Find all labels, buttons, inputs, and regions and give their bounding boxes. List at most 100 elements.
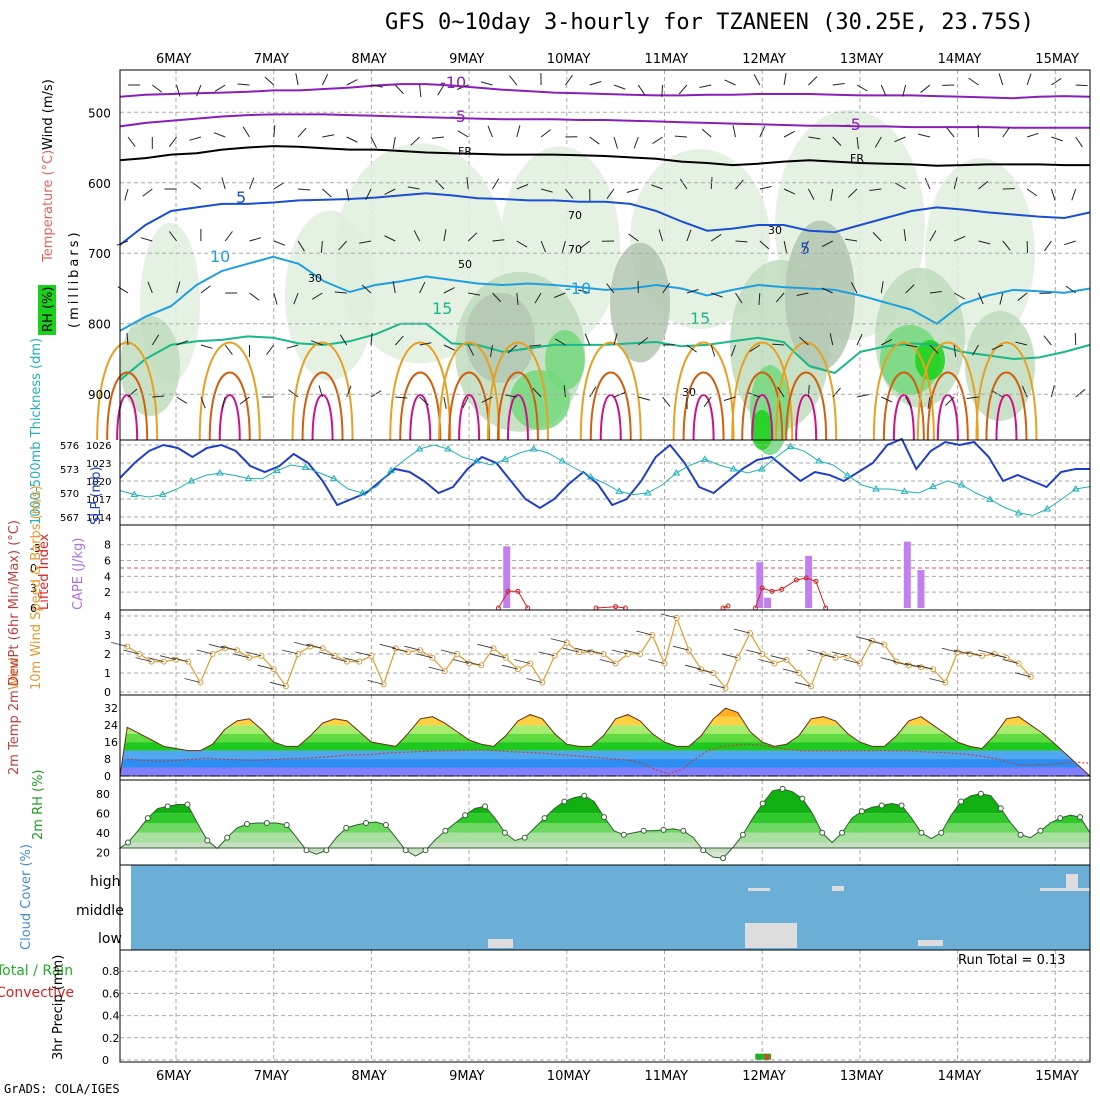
wind-barb	[540, 129, 551, 138]
rh-marker	[878, 802, 885, 809]
slp-tick-label: 1026	[86, 441, 111, 452]
precip-conv-bar	[765, 1053, 770, 1060]
cloud-block	[488, 939, 513, 948]
cloud-level-label: high	[90, 874, 121, 890]
rh-shade-patch	[965, 311, 1035, 421]
wind-barb	[783, 188, 796, 195]
wind-barb	[127, 136, 136, 147]
wind-barb	[540, 240, 547, 253]
wind-barb	[322, 188, 332, 198]
warm-contour	[301, 371, 344, 441]
isotherm-label: 15	[432, 299, 452, 318]
warm-contour	[579, 341, 642, 441]
wind-barb	[589, 386, 597, 398]
thickness-marker	[187, 477, 196, 484]
thickness-marker	[158, 490, 167, 498]
date-label-top: 15MAY	[1035, 52, 1079, 67]
wind-barb	[927, 396, 931, 409]
wind-barb	[945, 396, 955, 406]
wind-barb	[710, 344, 716, 357]
wind-barb	[392, 281, 396, 294]
wind-barb	[902, 84, 907, 97]
wind-barb	[492, 178, 500, 190]
wind-barb	[638, 396, 651, 401]
wind-barb	[783, 130, 795, 138]
rh-tick-label: 80	[96, 788, 110, 801]
thickness-marker	[615, 487, 624, 494]
wind-barb	[724, 79, 736, 86]
date-label-bottom: 13MAY	[840, 1069, 884, 1084]
wind-barb	[584, 333, 591, 346]
rh-marker	[363, 820, 370, 826]
wind-barb	[874, 136, 882, 148]
wind-barb	[529, 344, 542, 347]
wind-barb	[249, 237, 262, 242]
wind-barb	[633, 136, 639, 149]
warm-contour	[731, 341, 794, 441]
temp-band	[120, 708, 1090, 709]
wind-barb	[273, 292, 278, 305]
wind-barb	[395, 396, 408, 399]
wind-barb	[783, 73, 787, 86]
wind-barb	[613, 84, 626, 90]
cape-bar	[903, 541, 911, 608]
isotherm-label: FR	[458, 145, 472, 158]
surface-wind-barb	[697, 668, 714, 674]
warm-contour	[975, 341, 1038, 441]
wind-barb	[339, 334, 348, 346]
temp-tick-label: 24	[104, 719, 118, 732]
cloud-block	[1066, 874, 1078, 888]
cape-side-label: CAPE (J/kg)	[71, 538, 86, 610]
surface-wind-barb	[123, 649, 140, 655]
surface-wind-barb	[917, 664, 934, 670]
rh-marker	[164, 803, 171, 810]
wind-barb	[1051, 136, 1063, 142]
wind-barb	[832, 83, 845, 86]
wind-barb	[532, 387, 542, 398]
warm-contour	[599, 394, 622, 441]
thickness-marker	[672, 469, 681, 476]
wind-barb	[991, 344, 1003, 351]
surface-wind-barb	[953, 649, 970, 655]
isotherm-label: FR	[850, 152, 864, 165]
date-label-top: 13MAY	[840, 52, 884, 67]
wind-barb	[577, 289, 590, 294]
wind-barb	[662, 282, 671, 294]
wind-barb	[783, 240, 788, 253]
date-label-top: 11MAY	[645, 52, 689, 67]
cape-bar	[917, 570, 925, 608]
wind-barb	[758, 292, 761, 306]
wind-barb	[410, 136, 420, 146]
wind-barb	[775, 292, 785, 303]
precip-side-label: 3hr Precip (mm)	[51, 955, 66, 1060]
date-label-top: 9MAY	[449, 52, 484, 67]
surface-wind-barb	[856, 636, 873, 642]
wind-barb	[626, 188, 639, 193]
wind-barb	[196, 84, 202, 97]
wind-barb	[147, 281, 153, 294]
wind-barb	[346, 188, 350, 201]
surface-wind-barb	[636, 630, 653, 636]
wind-barb	[242, 126, 250, 138]
surface-wind-barb	[819, 653, 836, 659]
warm-contour	[589, 371, 632, 441]
thickness-marker	[273, 466, 281, 474]
rh-tick-label: 40	[96, 827, 110, 840]
precip-tick-label: 0.8	[102, 965, 120, 978]
wind-barb	[613, 392, 626, 398]
isotherm-line	[119, 83, 1091, 100]
surface-wind-barb	[416, 653, 433, 659]
wind-barb	[176, 340, 188, 346]
wind-barb	[832, 387, 841, 398]
wind-barb	[321, 73, 329, 86]
wind-barb	[869, 188, 882, 191]
surface-wind-barb	[428, 666, 445, 672]
slp-line	[119, 437, 1090, 510]
wind-barb	[534, 292, 542, 304]
thickness-marker	[758, 465, 766, 472]
warm-contour	[692, 394, 715, 441]
warm-contour	[311, 394, 334, 441]
wind-barb	[905, 284, 915, 294]
rh-marker	[541, 815, 548, 822]
